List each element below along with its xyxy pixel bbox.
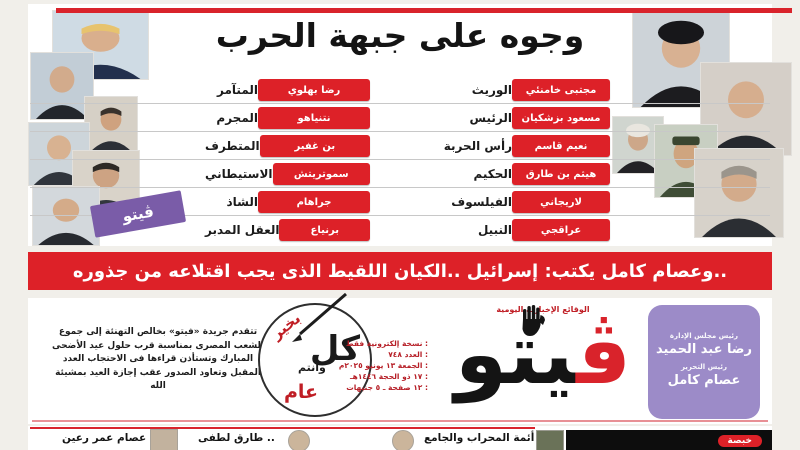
war-row-name-pill: برنياع — [279, 219, 370, 241]
war-row-label: المجرم — [216, 111, 258, 125]
war-row-name-pill: مسعود بزشكيان — [512, 107, 610, 129]
columnist-photo — [288, 430, 310, 450]
war-row-name-pill: عراقجي — [512, 219, 610, 241]
newspaper-tagline: الوقائع الإخبارية اليومية — [496, 305, 590, 314]
main-headline: وجوه على جبهة الحرب — [215, 16, 586, 55]
war-row-label: الفيلسوف — [451, 195, 512, 209]
war-row-label: رأس الحربة — [443, 139, 512, 153]
editor-name: عصام كامل — [667, 373, 741, 388]
row-separator — [30, 215, 770, 216]
teaser-red-rule — [30, 427, 535, 429]
war-row-name-pill: بن غفير — [259, 135, 370, 157]
eid-calligraphy-stamp: كل عام وأنتم بخير — [258, 303, 372, 417]
opinion-banner: ..وعصام كامل يكتب: إسرائيل ..الكيان اللق… — [28, 252, 772, 290]
veto-logo: ڤيتو — [438, 296, 648, 416]
war-row-name-pill: مجتبى خامنئي — [512, 79, 610, 101]
row-separator — [30, 131, 770, 132]
masthead-underline — [32, 420, 768, 422]
chairman-name: رضا عبد الحميد — [656, 342, 752, 357]
editor-title: رئيس التحرير — [680, 363, 728, 371]
war-row-label: الاستيطاني — [205, 167, 273, 181]
row-separator — [30, 103, 770, 104]
photo-smotrich — [32, 186, 100, 246]
person-silhouette-icon — [617, 123, 659, 173]
issue-info-line: : نسخة إلكترونية فقط — [345, 339, 428, 348]
war-row-name-pill: رضا بهلوي — [258, 79, 370, 101]
issue-info-line: : الجمعة ١٣ يونيو ٢٠٢٥م — [338, 361, 428, 370]
war-table-row: العقل المدبر برنياع — [198, 216, 370, 244]
war-row-name-pill: هيثم بن طارق — [512, 163, 610, 185]
war-row-name-pill: نعيم قاسم — [512, 135, 610, 157]
logo-letters-black: يتو — [454, 305, 577, 403]
columnist-name: عصام عمر رعين — [62, 432, 147, 444]
war-row-name-pill: جراهام — [258, 191, 370, 213]
war-table-row: الحكيم هيثم بن طارق — [430, 160, 610, 188]
teaser-thumbnail — [536, 430, 564, 450]
stamp-word: عام — [284, 381, 319, 403]
eid-greeting-text: تتقدم جريدة «فيتو» بخالص التهنئة إلى جمو… — [52, 327, 264, 391]
issue-info-line: : ١٧ ذو الحجة ١٤٤٦هـ — [350, 372, 428, 381]
person-silhouette-icon — [33, 135, 85, 185]
war-row-name-pill: سموتريتش — [272, 163, 370, 185]
columnist-photo — [392, 430, 414, 450]
war-row-name-pill: نتنياهو — [258, 107, 370, 129]
chairman-title: رئيس مجلس الإدارة — [669, 332, 739, 340]
war-table-row: الوريث مجتبى خامنئي — [430, 76, 610, 104]
editorial-board-box: رئيس مجلس الإدارة رضا عبد الحميد رئيس ال… — [648, 305, 760, 419]
logo-letter-red: ڤ — [576, 305, 632, 403]
teaser-headline: أئمة المحراب والجامع — [424, 432, 535, 444]
person-silhouette-icon — [38, 198, 94, 245]
stamp-word: وأنتم — [298, 361, 326, 374]
teaser-dark-box: خبصة — [566, 430, 772, 450]
person-silhouette-icon — [702, 165, 776, 237]
war-table-row: المتطرف بن غفير — [198, 132, 370, 160]
issue-info-line: : العدد ٧٤٨ — [388, 350, 428, 359]
war-row-name-pill: لاريجاني — [512, 191, 610, 213]
row-separator — [30, 159, 770, 160]
war-row-label: الحكيم — [473, 167, 512, 181]
stamp-word: كل — [309, 329, 360, 369]
war-table-row: النبيل عراقجي — [430, 216, 610, 244]
issue-info-block: : نسخة إلكترونية فقط : العدد ٧٤٨ : الجمعة … — [334, 338, 428, 393]
row-separator — [30, 187, 770, 188]
war-column-iran: الوريث مجتبى خامنئي الرئيس مسعود بزشكيان رأس… — [430, 76, 610, 244]
stop-hand-icon — [522, 305, 545, 336]
teaser-badge: خبصة — [717, 435, 762, 447]
photo-netanyahu — [30, 52, 94, 120]
teaser-thumbnail — [150, 429, 178, 450]
war-table-row: الشاذ جراهام — [198, 188, 370, 216]
war-row-label: المتطرف — [205, 139, 260, 153]
photo-reza-pahlavi — [84, 96, 138, 154]
columnist-name: .. طارق لطفى — [198, 432, 275, 444]
war-table-row: المجرم نتنياهو — [198, 104, 370, 132]
war-row-label: الرئيس — [469, 111, 512, 125]
war-row-label: العقل المدبر — [205, 223, 280, 237]
war-table-row: الاستيطاني سموتريتش — [198, 160, 370, 188]
war-row-label: الوريث — [471, 83, 512, 97]
person-silhouette-icon — [89, 107, 133, 153]
pen-icon — [292, 292, 347, 342]
war-table-row: الفيلسوف لاريجاني — [430, 188, 610, 216]
war-table-row: الرئيس مسعود بزشكيان — [430, 104, 610, 132]
war-column-israel-us: المتآمر رضا بهلوي المجرم نتنياهو المتطرف بن غ… — [198, 76, 370, 244]
war-table-row: المتآمر رضا بهلوي — [198, 76, 370, 104]
war-row-label: النبيل — [477, 223, 512, 237]
issue-info-line: : ١٢ صفحة ـ ٥ جنيهات — [346, 383, 428, 392]
war-row-label: المتآمر — [217, 83, 258, 97]
war-table-row: رأس الحربة نعيم قاسم — [430, 132, 610, 160]
person-silhouette-icon — [35, 66, 89, 119]
photo-qassem-soleimani — [694, 148, 784, 238]
top-red-rule — [56, 8, 792, 13]
photo-trump — [52, 10, 149, 80]
war-row-label: الشاذ — [226, 195, 259, 209]
opinion-banner-text: ..وعصام كامل يكتب: إسرائيل ..الكيان اللق… — [72, 260, 728, 282]
